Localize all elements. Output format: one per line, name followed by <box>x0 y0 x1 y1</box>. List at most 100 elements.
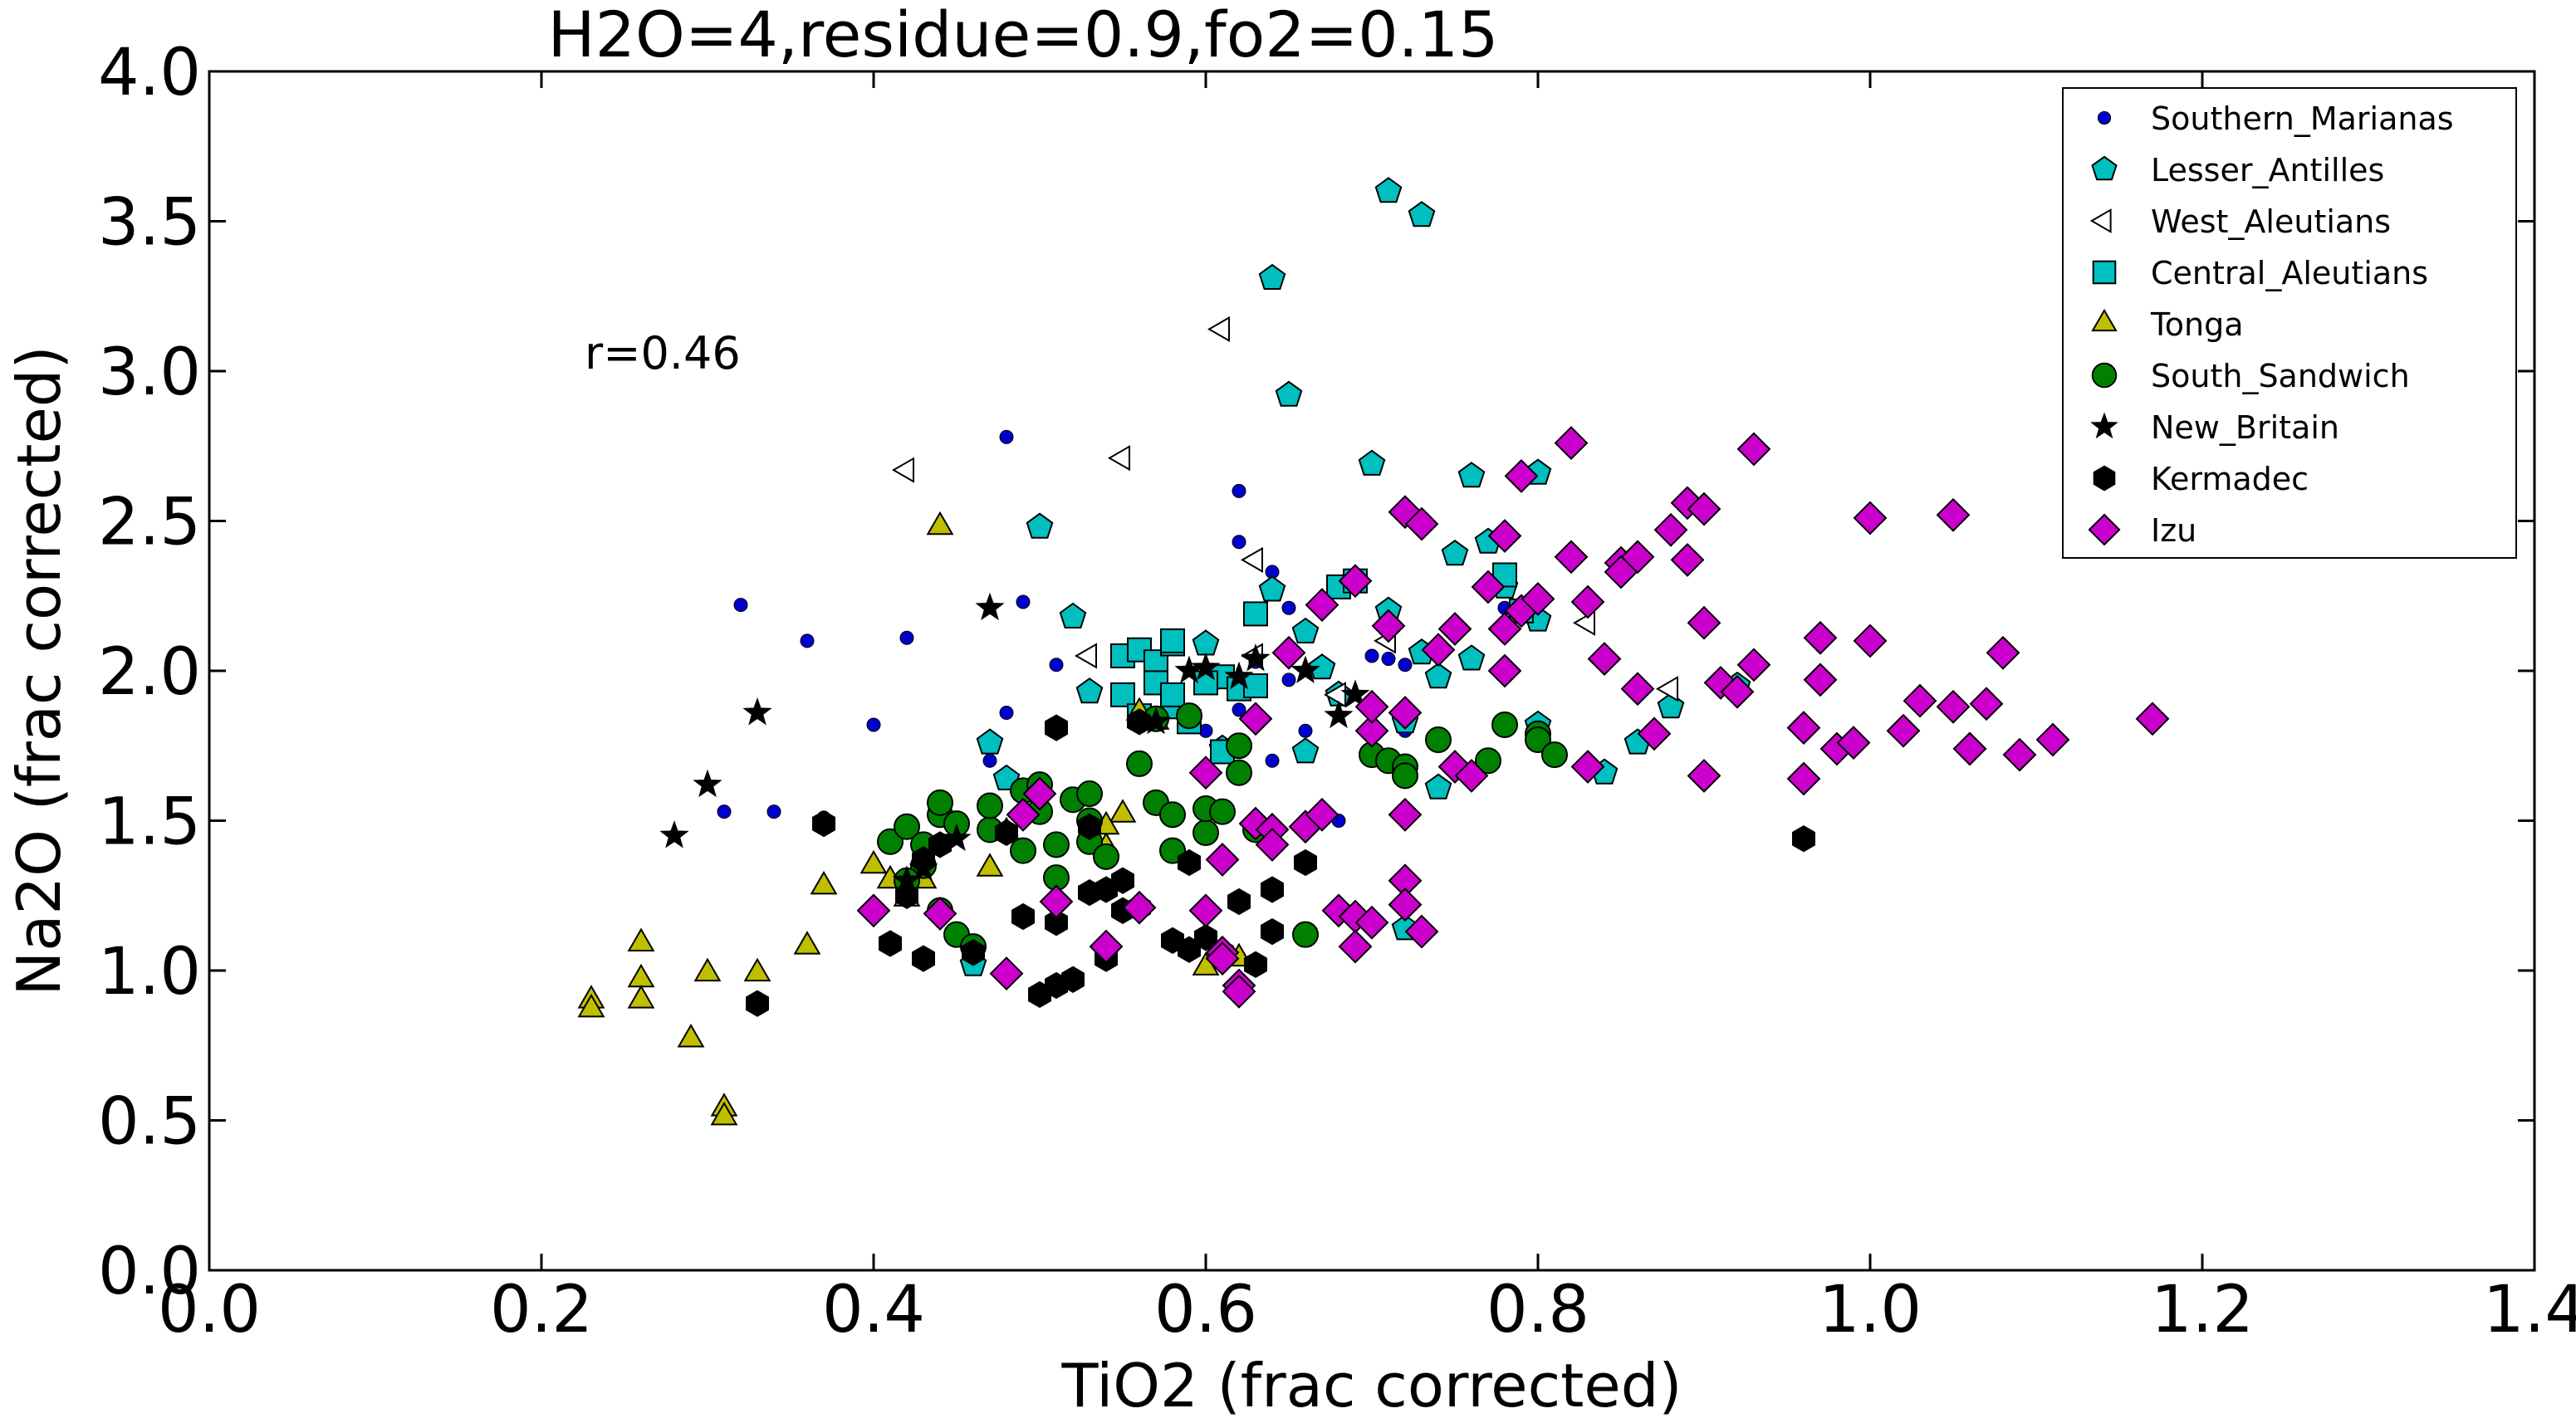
data-point <box>1687 758 1721 793</box>
data-point <box>810 870 838 895</box>
legend-marker <box>2091 308 2118 332</box>
data-point <box>1525 726 1551 754</box>
data-point <box>1188 756 1223 790</box>
data-point <box>1388 888 1423 922</box>
data-point <box>942 823 972 852</box>
data-point <box>1687 491 1721 526</box>
series-kermadec <box>746 708 1815 1017</box>
data-point <box>1374 177 1403 203</box>
data-point <box>1786 761 1821 796</box>
data-point <box>2002 737 2037 772</box>
y-tick-label: 2.5 <box>98 486 201 560</box>
data-point <box>1109 799 1137 823</box>
data-point <box>1587 642 1622 677</box>
data-point <box>1521 581 1555 616</box>
data-point <box>1803 620 1838 655</box>
data-point <box>1243 673 1268 699</box>
data-point <box>1292 921 1319 948</box>
data-point <box>1207 315 1230 343</box>
data-point <box>1388 696 1423 730</box>
data-point <box>1271 635 1306 670</box>
data-point <box>1637 716 1672 751</box>
y-tick-label: 0.5 <box>98 1085 201 1160</box>
data-point <box>879 930 902 957</box>
data-point <box>1404 914 1439 949</box>
data-point <box>1670 542 1705 577</box>
data-point <box>812 809 835 838</box>
data-point <box>977 792 1003 819</box>
data-point <box>1620 672 1655 707</box>
y-tick-label: 1.0 <box>98 935 201 1010</box>
chart-title: H2O=4,residue=0.9,fo2=0.15 <box>548 0 1499 71</box>
data-point <box>1226 732 1252 760</box>
legend-label: Tonga <box>2150 306 2244 343</box>
legend-entry: South_Sandwich <box>2091 358 2410 394</box>
legend-marker <box>2091 362 2118 389</box>
data-point <box>800 633 815 648</box>
data-point <box>1224 661 1254 690</box>
data-point <box>1258 575 1286 602</box>
legend-entry: Central_Aleutians <box>2092 255 2428 291</box>
data-point <box>1281 672 1296 687</box>
data-point <box>1437 612 1472 646</box>
x-tick-label: 1.4 <box>2483 1273 2576 1347</box>
data-point <box>1275 380 1303 407</box>
y-tick-label: 4.0 <box>98 36 201 110</box>
data-point <box>1010 837 1036 864</box>
data-point <box>928 831 952 858</box>
data-point <box>1160 628 1185 653</box>
data-point <box>1392 762 1418 790</box>
data-point <box>1364 648 1379 663</box>
data-point <box>577 993 605 1018</box>
data-point <box>1111 867 1134 894</box>
data-point <box>1853 624 1888 658</box>
x-tick-label: 0.0 <box>158 1273 261 1347</box>
data-point <box>1425 726 1452 754</box>
data-point <box>1903 683 1937 718</box>
legend-box <box>2062 87 2517 559</box>
data-point <box>1836 726 1871 760</box>
data-point <box>1061 966 1085 993</box>
legend-entry: Southern_Marianas <box>2097 100 2454 137</box>
legend-entry: Kermadec <box>2093 461 2309 497</box>
data-point <box>1554 426 1589 461</box>
data-point <box>1192 629 1220 656</box>
data-point <box>677 1023 705 1048</box>
data-point <box>962 939 985 966</box>
data-point <box>1570 750 1605 784</box>
data-point <box>1323 682 1346 708</box>
data-point <box>1205 941 1240 976</box>
data-point <box>693 769 722 798</box>
data-point <box>1381 652 1396 667</box>
data-point <box>1194 924 1217 951</box>
data-point <box>1291 617 1320 643</box>
data-point <box>1059 602 1087 628</box>
legend-marker <box>2091 155 2118 181</box>
x-tick-label: 0.8 <box>1486 1273 1589 1347</box>
data-point <box>1886 713 1921 748</box>
data-point <box>1354 689 1389 724</box>
data-point <box>1290 655 1320 683</box>
x-tick-label: 1.2 <box>2151 1273 2254 1347</box>
data-point <box>1504 458 1539 493</box>
data-point <box>1107 445 1130 472</box>
y-tick-labels: 0.0 0.5 1.0 1.5 2.0 2.5 3.0 3.5 4.0 <box>98 36 201 1309</box>
data-point <box>1338 929 1373 964</box>
data-point <box>982 753 997 768</box>
data-point <box>1265 753 1280 768</box>
data-point <box>1011 902 1035 931</box>
data-point <box>1398 658 1413 672</box>
legend-marker <box>2092 260 2117 285</box>
data-point <box>1089 929 1124 964</box>
data-point <box>1354 905 1389 940</box>
legend-label: Central_Aleutians <box>2151 255 2428 291</box>
legend-marker <box>2097 110 2112 125</box>
data-point <box>717 804 732 819</box>
legend-entry: New_Britain <box>2090 409 2339 446</box>
data-point <box>710 1101 738 1126</box>
legend-label: West_Aleutians <box>2151 203 2391 240</box>
data-point <box>627 985 655 1009</box>
data-point <box>1193 819 1219 846</box>
data-point <box>976 728 1004 755</box>
data-point <box>1441 539 1469 566</box>
